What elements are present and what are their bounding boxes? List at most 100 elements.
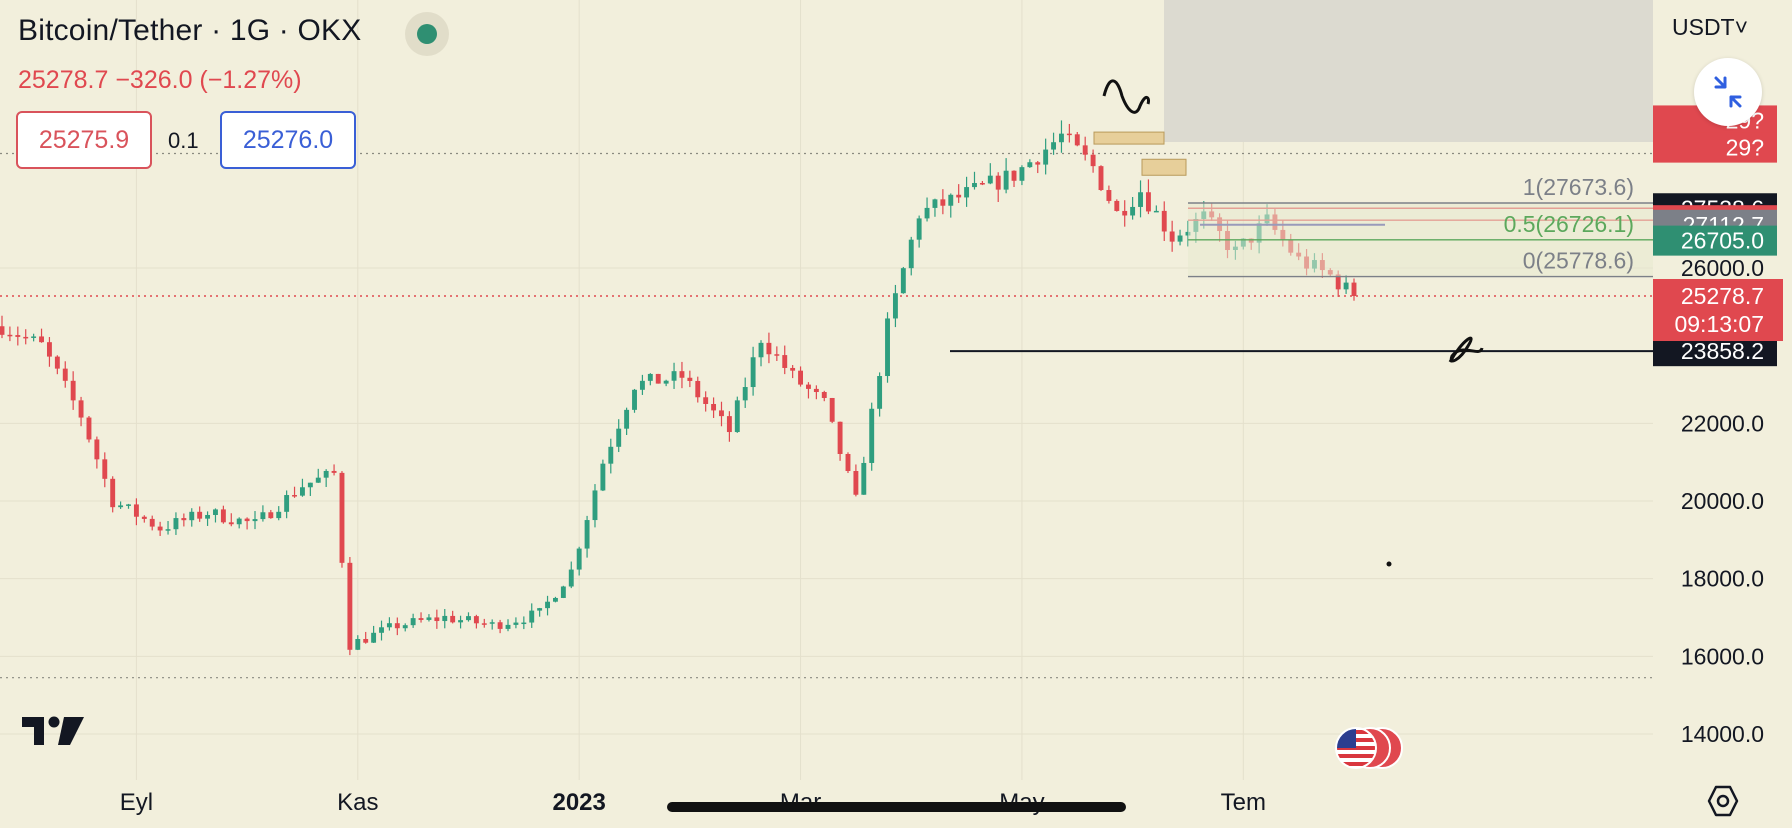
candle-body (1153, 210, 1159, 213)
candle-body (726, 416, 732, 433)
buy-price-button[interactable]: 25276.0 (220, 111, 356, 169)
candle-body (948, 194, 954, 206)
y-tick-label: 20000.0 (1681, 488, 1764, 514)
candle-body (236, 518, 242, 525)
candle-body (592, 490, 598, 521)
candle-body (244, 518, 250, 522)
price-tag (1653, 336, 1777, 367)
candle-body (711, 403, 717, 411)
candle-body (1011, 170, 1017, 181)
candle-body (15, 335, 21, 337)
candle-body (299, 487, 305, 496)
candle-body (126, 504, 131, 506)
candle-body (766, 342, 772, 355)
candle-body (600, 463, 606, 491)
candle-body (1090, 154, 1096, 167)
candle-body (260, 512, 266, 520)
candle-body (394, 623, 400, 629)
candle-body (165, 529, 171, 531)
price-tags: 29?29?27538.627231.327112.726705.023858.… (1653, 105, 1783, 367)
candle-body (798, 370, 804, 385)
candle-body (220, 509, 226, 523)
candle-body (497, 622, 503, 629)
order-block-mid[interactable] (1141, 158, 1187, 176)
candle-body (1185, 231, 1191, 236)
price-tag (1653, 132, 1777, 163)
sell-price-button[interactable]: 25275.9 (16, 111, 152, 169)
candle-body (750, 357, 756, 388)
candle-body (1351, 282, 1357, 297)
candle-body (213, 509, 218, 515)
collapse-button[interactable] (1694, 58, 1762, 126)
candle-body (78, 400, 84, 418)
tradingview-logo-icon[interactable] (22, 715, 86, 747)
price-change: 25278.7 −326.0 (−1.27%) (18, 66, 302, 94)
status-dot-icon[interactable] (405, 12, 449, 56)
us-flag-icon[interactable] (1334, 726, 1404, 770)
candle-body (1066, 133, 1072, 136)
candle-body (205, 514, 211, 519)
candle-body (1106, 190, 1112, 201)
candle-body (489, 622, 495, 624)
candle-body (679, 371, 685, 378)
candle-body (829, 397, 835, 422)
handwritten-annotation (1448, 336, 1484, 363)
candle-body (141, 516, 147, 519)
candle-body (529, 610, 535, 623)
candle-body (1027, 162, 1033, 168)
candle-body (379, 627, 384, 633)
candle-body (39, 336, 44, 343)
symbol-title[interactable]: Bitcoin/Tether · 1G · OKX (18, 14, 362, 47)
candle-body (979, 183, 985, 185)
candle-series (0, 120, 1357, 656)
candle-body (1122, 210, 1128, 216)
candle-body (576, 548, 582, 570)
candle-body (363, 638, 369, 643)
candle-body (964, 187, 970, 198)
candle-body (434, 617, 440, 622)
candle-body (102, 459, 108, 479)
y-tick-label: 22000.0 (1681, 410, 1764, 436)
candle-body (1169, 231, 1175, 242)
candle-body (7, 334, 13, 337)
candle-body (149, 518, 155, 527)
fib-label: 1(27673.6) (1523, 174, 1634, 200)
home-indicator[interactable] (667, 802, 1126, 812)
candle-body (521, 622, 527, 625)
candle-body (466, 616, 471, 621)
order-block-top[interactable] (1093, 131, 1165, 145)
fib-label: 0(25778.6) (1523, 248, 1634, 274)
stray-dot (1386, 561, 1392, 567)
price-tag (1653, 225, 1777, 256)
candle-body (790, 367, 796, 371)
x-tick-label: Eyl (120, 789, 153, 816)
candle-body (450, 615, 456, 623)
candle-body (513, 622, 519, 625)
x-tick-label: Tem (1221, 789, 1266, 816)
candle-body (46, 342, 52, 357)
candle-body (94, 439, 100, 460)
settings-hexagon-icon[interactable] (1706, 784, 1740, 818)
candle-body (742, 387, 748, 401)
candle-body (885, 318, 890, 377)
candle-body (181, 518, 187, 521)
spread-value: 0.1 (168, 128, 199, 153)
candle-body (734, 400, 740, 433)
currency-selector[interactable]: USDT˅ (1672, 14, 1749, 40)
candle-body (940, 199, 946, 206)
candle-body (23, 336, 29, 339)
candle-body (647, 373, 653, 381)
candle-body (845, 453, 851, 471)
candle-body (987, 175, 993, 184)
fib-retracement[interactable]: 1(27673.6) 0.5(26726.1) 0(25778.6) (1188, 174, 1653, 278)
y-tick-label: 16000.0 (1681, 643, 1764, 669)
candle-body (157, 526, 163, 531)
price-tag-label: 29? (1726, 135, 1764, 161)
candle-body (821, 392, 827, 398)
candle-body (1019, 167, 1025, 181)
candle-body (632, 389, 637, 410)
candle-body (774, 354, 780, 356)
candle-body (806, 384, 811, 389)
fib-label: 0.5(26726.1) (1504, 211, 1634, 237)
